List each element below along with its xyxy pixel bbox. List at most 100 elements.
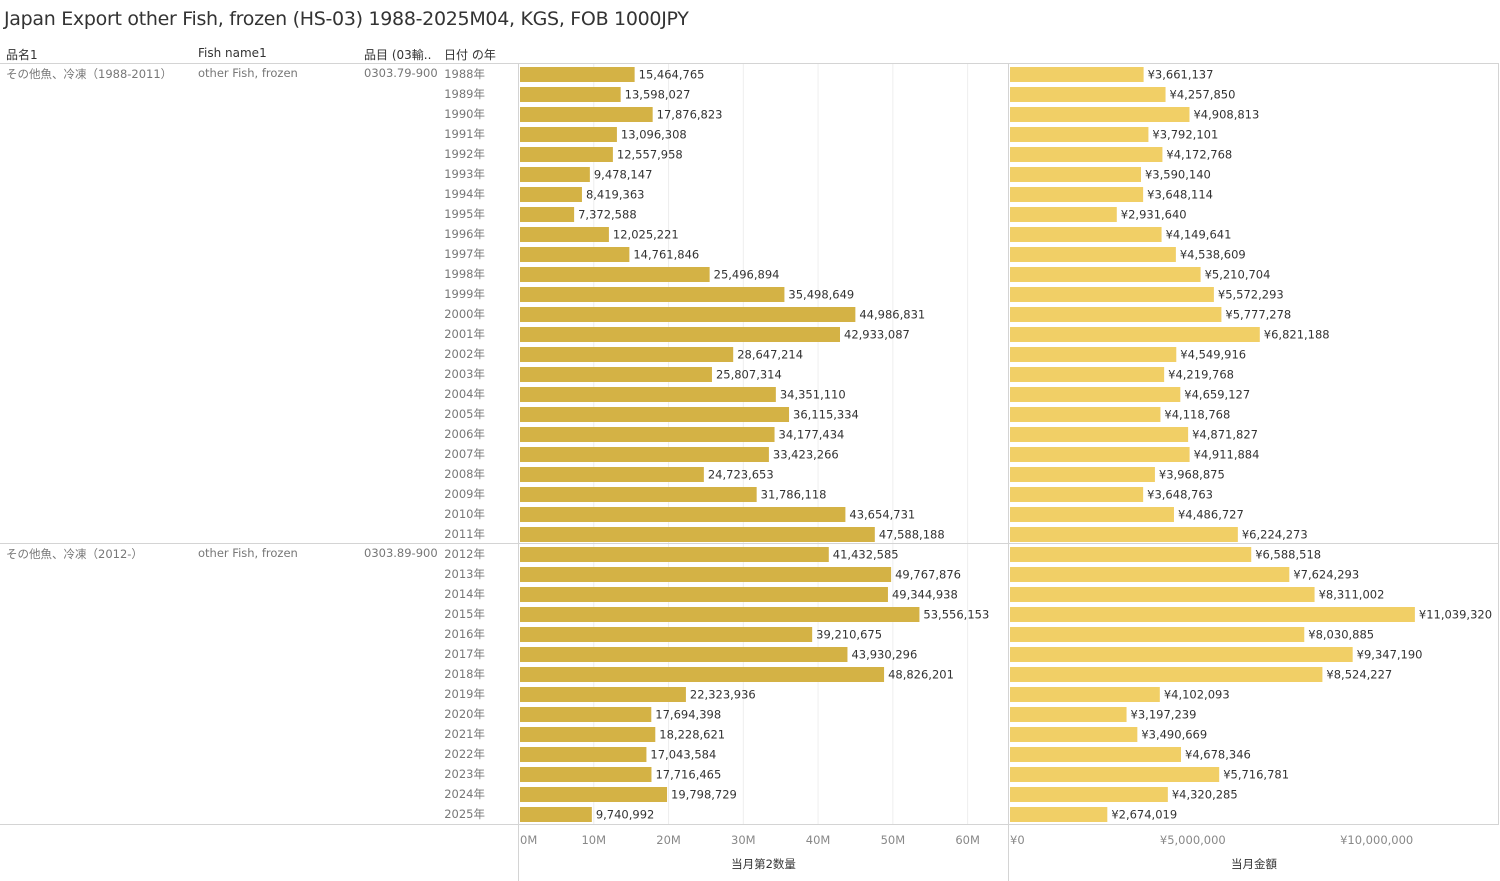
quantity-bar-label: 9,478,147 [594, 168, 653, 182]
quantity-bar-label: 44,986,831 [859, 308, 925, 322]
year-label: 2018年 [444, 667, 485, 681]
year-label: 2012年 [444, 547, 485, 561]
year-label: 2020年 [444, 707, 485, 721]
value-bar [1010, 707, 1127, 722]
value-bar [1010, 767, 1220, 782]
value-tick-label: ¥10,000,000 [1340, 833, 1413, 847]
quantity-bar-label: 14,761,846 [633, 248, 699, 262]
value-bar [1010, 227, 1162, 242]
year-label: 2009年 [444, 487, 485, 501]
value-bar-label: ¥4,911,884 [1194, 448, 1260, 462]
year-label: 1990年 [444, 107, 485, 121]
value-bar-label: ¥4,102,093 [1164, 688, 1230, 702]
value-bar-label: ¥4,219,768 [1168, 368, 1234, 382]
value-bar [1010, 267, 1201, 282]
header-fish-name: Fish name1 [198, 46, 267, 60]
quantity-bar [520, 327, 841, 342]
quantity-bar-label: 39,210,675 [816, 628, 882, 642]
value-bar-label: ¥8,311,002 [1319, 588, 1385, 602]
year-label: 1996年 [444, 227, 485, 241]
value-bar [1010, 247, 1176, 262]
value-bar [1010, 187, 1144, 202]
value-bar [1010, 607, 1415, 622]
value-bar-label: ¥4,538,609 [1180, 248, 1246, 262]
value-bar [1010, 527, 1238, 542]
group-name-jp: その他魚、冷凍（1988-2011） [6, 67, 173, 81]
quantity-bar [520, 407, 790, 422]
quantity-tick-label: 60M [955, 833, 980, 847]
quantity-bar [520, 787, 668, 802]
year-label: 1989年 [444, 87, 485, 101]
quantity-bar-label: 49,344,938 [892, 588, 958, 602]
value-bar-label: ¥6,588,518 [1255, 548, 1321, 562]
quantity-bar [520, 747, 647, 762]
quantity-bar [520, 247, 630, 262]
quantity-bar-label: 22,323,936 [690, 688, 756, 702]
year-label: 2017年 [444, 647, 485, 661]
quantity-bar-label: 31,786,118 [761, 488, 827, 502]
quantity-bar-label: 17,876,823 [657, 108, 723, 122]
quantity-bar [520, 307, 856, 322]
quantity-bar-label: 19,798,729 [671, 788, 737, 802]
value-bar-label: ¥4,172,768 [1166, 148, 1232, 162]
value-bar-label: ¥4,320,285 [1172, 788, 1238, 802]
value-bar-label: ¥3,661,137 [1148, 68, 1214, 82]
value-bar [1010, 587, 1315, 602]
quantity-bar [520, 547, 829, 562]
year-label: 2005年 [444, 407, 485, 421]
year-label: 1991年 [444, 127, 485, 141]
year-label: 2019年 [444, 687, 485, 701]
chart-title: Japan Export other Fish, frozen (HS-03) … [4, 8, 689, 30]
group-name-en: other Fish, frozen [198, 66, 298, 80]
value-bar [1010, 167, 1141, 182]
year-label: 2001年 [444, 327, 485, 341]
quantity-bar [520, 627, 813, 642]
quantity-bar-label: 17,043,584 [650, 748, 716, 762]
value-bar [1010, 67, 1144, 82]
quantity-tick-label: 30M [731, 833, 756, 847]
year-label: 1999年 [444, 287, 485, 301]
quantity-bar [520, 227, 609, 242]
value-bar [1010, 127, 1149, 142]
value-bar [1010, 727, 1138, 742]
value-bar-label: ¥3,648,114 [1147, 188, 1213, 202]
quantity-bar [520, 487, 757, 502]
quantity-bar [520, 567, 892, 582]
quantity-bar [520, 287, 785, 302]
quantity-bar-label: 33,423,266 [773, 448, 839, 462]
value-bar-label: ¥3,792,101 [1152, 128, 1218, 142]
quantity-tick-label: 0M [520, 833, 537, 847]
quantity-bar-label: 41,432,585 [833, 548, 899, 562]
quantity-bar [520, 167, 590, 182]
quantity-bar [520, 767, 652, 782]
year-label: 2025年 [444, 807, 485, 821]
quantity-bar-label: 24,723,653 [708, 468, 774, 482]
year-label: 1988年 [444, 67, 485, 81]
quantity-bar-label: 25,496,894 [714, 268, 780, 282]
value-bar-label: ¥4,257,850 [1170, 88, 1236, 102]
year-label: 2021年 [444, 727, 485, 741]
value-bar-label: ¥5,572,293 [1218, 288, 1284, 302]
year-label: 2010年 [444, 507, 485, 521]
value-bar [1010, 347, 1177, 362]
value-bar-label: ¥4,871,827 [1192, 428, 1258, 442]
year-label: 1995年 [444, 207, 485, 221]
value-bar [1010, 487, 1144, 502]
quantity-bar-label: 47,588,188 [879, 528, 945, 542]
quantity-bar-label: 43,930,296 [851, 648, 917, 662]
value-bar [1010, 647, 1353, 662]
value-bar [1010, 107, 1190, 122]
value-bar [1010, 447, 1190, 462]
year-label: 2008年 [444, 467, 485, 481]
quantity-bar [520, 387, 776, 402]
header-product-name: 品名1 [6, 48, 38, 62]
value-bar-label: ¥3,590,140 [1145, 168, 1211, 182]
value-bar-label: ¥5,210,704 [1205, 268, 1271, 282]
value-bar [1010, 667, 1323, 682]
quantity-bar [520, 647, 848, 662]
quantity-tick-label: 20M [656, 833, 681, 847]
quantity-bar [520, 507, 846, 522]
year-label: 2007年 [444, 447, 485, 461]
value-bar-label: ¥4,908,813 [1193, 108, 1259, 122]
